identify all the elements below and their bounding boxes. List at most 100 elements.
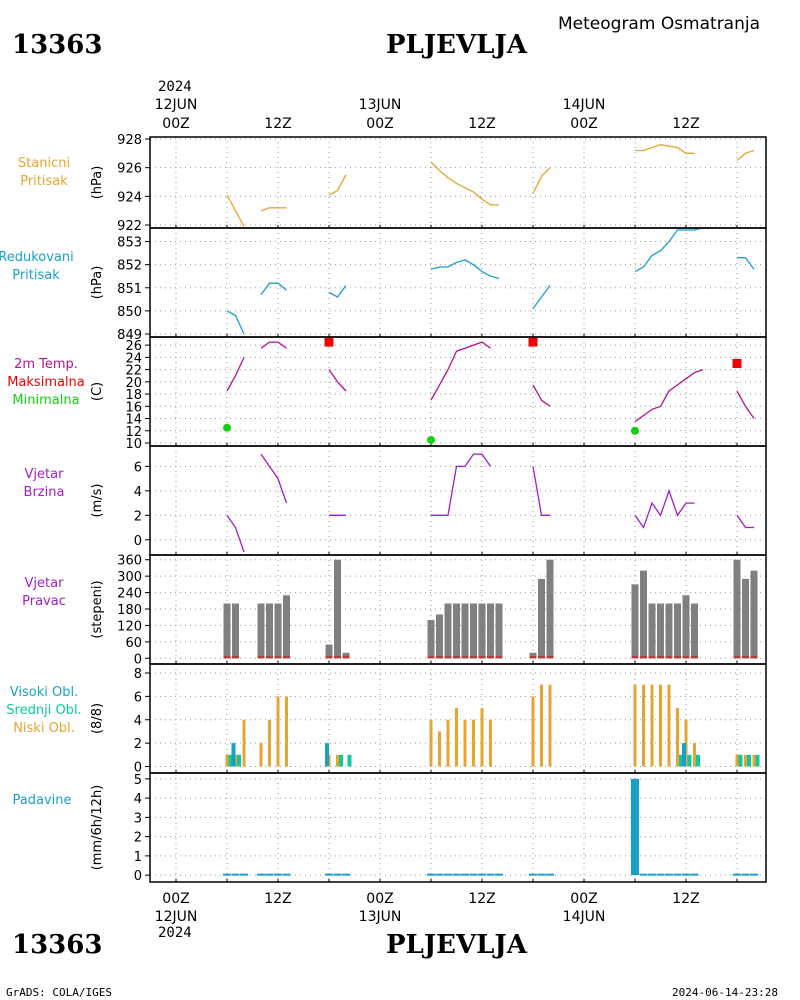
y-tick-label: 851 — [117, 282, 142, 297]
precip-trace — [325, 873, 333, 876]
low-cloud-bar — [480, 708, 484, 767]
mid-cloud-bar — [696, 754, 700, 767]
mid-cloud-bar — [347, 754, 352, 767]
bottom-axis-year: 2024 — [158, 925, 192, 941]
label-line-3: Minimalna — [12, 393, 80, 408]
wind-dir-base — [640, 656, 647, 659]
y-tick-label: 4 — [134, 485, 142, 500]
low-cloud-bar — [268, 719, 271, 767]
label-wind-speed: Vjetar Brzina — [0, 466, 94, 502]
precip-trace — [537, 873, 546, 876]
tmin-marker — [223, 423, 231, 432]
wind-dir-bar — [648, 603, 656, 659]
wind-dir-base — [232, 656, 239, 659]
footer-timestamp: 2024-06-14-23:28 — [672, 986, 778, 999]
panel-p4: 0 2 4 6 (m/s) — [90, 445, 767, 556]
precip-trace — [444, 873, 452, 876]
high-cloud-bar — [325, 743, 329, 767]
unit-label: (mm/6h/12h) — [90, 785, 105, 871]
wind-dir-base — [495, 656, 503, 659]
y-tick-label: 300 — [117, 570, 142, 585]
mid-cloud-bar — [747, 754, 751, 767]
wind-dir-bar — [453, 603, 460, 659]
wind-dir-bar — [427, 619, 435, 659]
series-line — [260, 341, 287, 349]
wind-dir-bar — [742, 578, 749, 659]
y-tick-label: 0 — [134, 652, 142, 667]
wind-dir-bar — [487, 603, 494, 659]
mid-cloud-bar — [228, 754, 233, 767]
bottom-axis-time: 00Z — [162, 891, 189, 907]
panel-p6: 0 2 4 6 8 (8/8) — [90, 663, 767, 775]
wind-dir-bar — [691, 603, 698, 659]
label-line-1: Padavine — [12, 793, 72, 808]
wind-dir-base — [657, 656, 664, 659]
series-line — [736, 514, 754, 529]
label-line-1: Visoki Obl. — [9, 685, 79, 700]
wind-dir-bar — [674, 603, 681, 659]
wind-dir-bar — [461, 603, 469, 659]
wind-dir-bar — [223, 603, 231, 659]
precip-trace — [274, 873, 282, 876]
top-axis-date: 13JUN — [359, 97, 402, 113]
series-line — [226, 514, 245, 553]
unit-label: (m/s) — [90, 484, 105, 518]
wind-dir-base — [691, 656, 698, 659]
low-cloud-bar — [744, 754, 747, 767]
wind-dir-bar — [538, 578, 545, 659]
wind-dir-base — [631, 656, 639, 659]
wind-dir-base — [461, 656, 469, 659]
series-line — [736, 390, 755, 419]
y-tick-label: 2 — [134, 831, 142, 846]
series-line — [634, 227, 704, 273]
series-line — [328, 369, 347, 392]
wind-dir-bar — [274, 603, 282, 659]
wind-dir-base — [283, 656, 290, 659]
series-line — [328, 174, 347, 196]
series-line — [430, 341, 491, 401]
precip-trace — [427, 873, 435, 876]
panel-p7: 0 1 2 3 4 5 (mm/6h/12h) — [90, 772, 767, 884]
series-line — [431, 453, 492, 516]
y-tick-label: 18 — [125, 388, 142, 403]
series-line — [260, 282, 287, 296]
low-cloud-bar — [489, 719, 492, 767]
precip-trace — [750, 873, 758, 876]
bottom-axis-time: 12Z — [264, 891, 291, 907]
precip-trace — [231, 873, 240, 876]
series-line — [226, 194, 245, 227]
bottom-axis-date: 13JUN — [359, 909, 402, 925]
y-tick-label: 6 — [134, 460, 142, 475]
low-cloud-bar — [633, 684, 637, 767]
series-line — [634, 368, 704, 423]
wind-dir-base — [257, 656, 265, 659]
low-cloud-bar — [531, 696, 535, 767]
wind-dir-bar — [478, 603, 486, 659]
series-line — [532, 466, 550, 516]
series-line — [226, 357, 245, 392]
y-tick-label: 5 — [134, 773, 142, 788]
wind-dir-base — [453, 656, 460, 659]
label-line-2: Maksimalna — [7, 375, 85, 390]
station-name-top: PLJEVLJA — [386, 30, 527, 60]
panel-frame — [149, 772, 767, 883]
series-line — [532, 285, 551, 309]
label-line-2: Pravac — [22, 594, 66, 609]
y-tick-label: 240 — [117, 587, 142, 602]
panel-frame — [149, 227, 767, 338]
low-cloud-bar — [446, 719, 450, 767]
wind-dir-base — [223, 656, 231, 659]
precip-trace — [733, 873, 741, 876]
bottom-axis-date: 14JUN — [563, 909, 606, 925]
y-tick-label: 180 — [117, 603, 142, 618]
y-tick-label: 12 — [125, 425, 142, 440]
wind-dir-base — [334, 656, 341, 659]
precip-trace — [690, 873, 699, 876]
panel-p1: 922 924 926 928 (hPa) — [90, 133, 767, 234]
station-id-bottom: 13363 — [12, 930, 103, 960]
wind-dir-bar — [529, 652, 537, 659]
y-tick-label: 852 — [117, 259, 142, 274]
y-tick-label: 14 — [125, 413, 142, 428]
low-cloud-bar — [276, 696, 280, 767]
